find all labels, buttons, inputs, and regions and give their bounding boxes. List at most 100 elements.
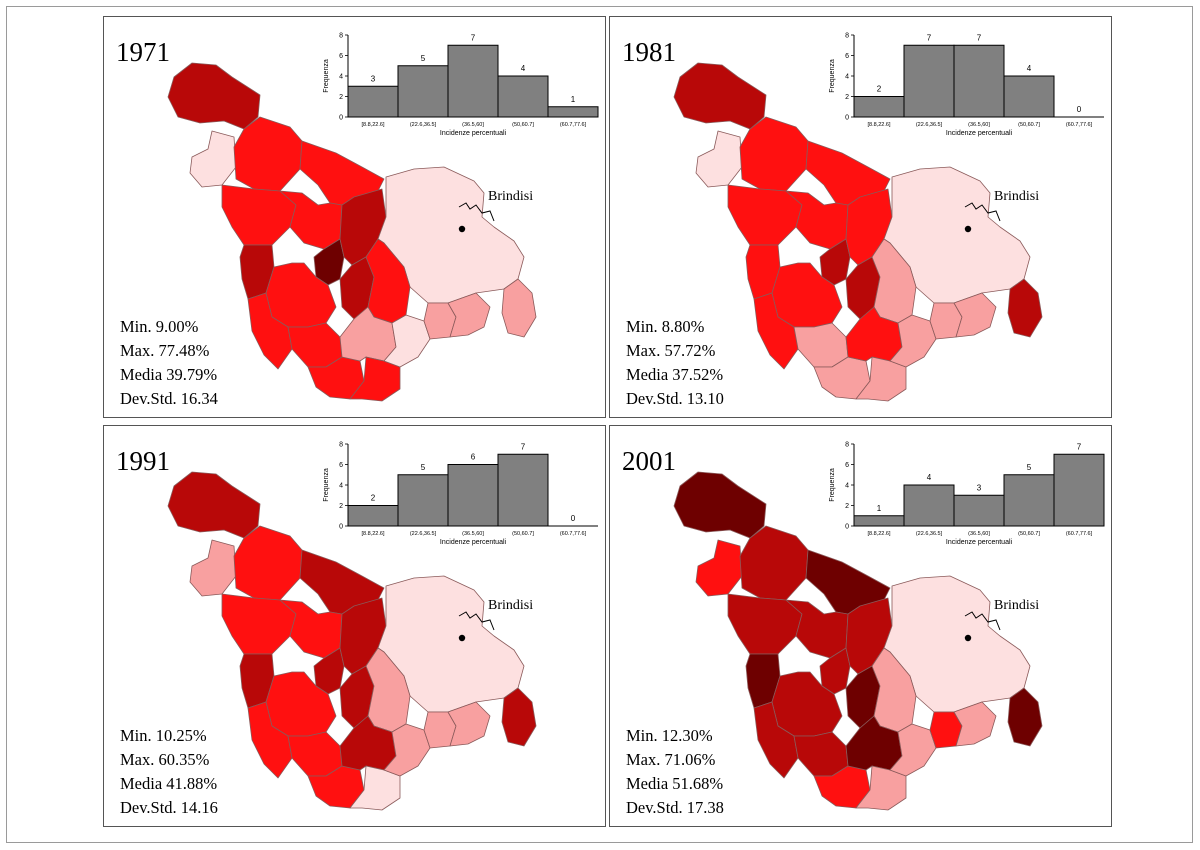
city-label: Brindisi xyxy=(994,598,1040,613)
coastline-detail xyxy=(964,611,1001,631)
histogram-bar xyxy=(903,484,955,527)
stat-mean: Media 51.68% xyxy=(626,774,724,793)
x-category-label: (50,60.7] xyxy=(1018,122,1040,128)
map-panel-1981: 1981 Brindisi Min. 8.80% Max. 57.72% Media 3… xyxy=(609,16,1112,418)
year-label: 2001 xyxy=(622,446,676,476)
y-tick-label: 2 xyxy=(339,94,343,101)
statistics-block: Min. 9.00% Max. 77.48% Media 39.79% Dev.Std… xyxy=(120,315,218,411)
stat-max: Max. 57.72% xyxy=(626,341,716,360)
city-label: Brindisi xyxy=(488,598,534,613)
x-category-label: (22.6,36.5] xyxy=(410,531,437,537)
municipality-region-21 xyxy=(447,292,491,338)
municipality-region-1 xyxy=(167,471,261,539)
stat-stddev: Dev.Std. 13.10 xyxy=(626,389,724,408)
statistics-block: Min. 12.30% Max. 71.06% Media 51.68% Dev.St… xyxy=(626,724,724,820)
y-tick-label: 0 xyxy=(845,115,849,122)
y-axis-label: Frequenza xyxy=(829,468,836,502)
municipality-region-22 xyxy=(501,278,537,338)
histogram-bar xyxy=(903,44,955,118)
x-category-label: (22.6,36.5] xyxy=(410,122,437,128)
city-marker xyxy=(458,634,466,642)
histogram-bar xyxy=(497,75,549,118)
x-category-label: (60.7,77.6] xyxy=(560,531,587,537)
x-category-label: (60.7,77.6] xyxy=(560,122,587,128)
bar-value-label: 0 xyxy=(571,514,576,523)
x-axis-label: Incidenze percentuali xyxy=(440,539,507,546)
bar-value-label: 5 xyxy=(421,54,426,63)
y-tick-label: 4 xyxy=(845,483,849,490)
municipality-region-5 xyxy=(727,593,803,655)
histogram-bar xyxy=(347,505,399,527)
stat-mean: Media 37.52% xyxy=(626,365,724,384)
map-panel-2001: 2001 Brindisi Min. 12.30% Max. 71.06% Media … xyxy=(609,425,1112,827)
y-tick-label: 6 xyxy=(339,462,343,469)
y-tick-label: 8 xyxy=(339,33,343,40)
figure-frame xyxy=(6,6,1193,843)
choropleth-map xyxy=(673,471,1043,811)
histogram-bar xyxy=(853,96,905,118)
y-axis-label: Frequenza xyxy=(323,468,330,502)
stat-mean: Media 39.79% xyxy=(120,365,218,384)
bar-value-label: 1 xyxy=(877,504,882,513)
x-category-label: [8.8,22.6] xyxy=(362,122,385,128)
frequency-histogram: 0 2 4 6 8 Frequenza 2 [8.8,22.6] 7 (22.6,36.5] 7 (3… xyxy=(829,33,1104,137)
stat-stddev: Dev.Std. 17.38 xyxy=(626,798,724,817)
x-category-label: (50,60.7] xyxy=(512,531,534,537)
x-axis-label: Incidenze percentuali xyxy=(946,539,1013,546)
histogram-bar xyxy=(547,106,599,118)
x-category-label: (50,60.7] xyxy=(1018,531,1040,537)
bar-value-label: 4 xyxy=(1027,64,1032,73)
x-category-label: [8.8,22.6] xyxy=(868,122,891,128)
x-category-label: (36.5,60] xyxy=(462,531,484,537)
x-category-label: (60.7,77.6] xyxy=(1066,531,1093,537)
y-tick-label: 6 xyxy=(845,462,849,469)
histogram-bar xyxy=(853,515,905,527)
stat-stddev: Dev.Std. 16.34 xyxy=(120,389,218,408)
bar-value-label: 4 xyxy=(521,64,526,73)
histogram-bar xyxy=(953,494,1005,527)
municipality-region-13 xyxy=(287,731,343,777)
x-category-label: (50,60.7] xyxy=(512,122,534,128)
y-tick-label: 2 xyxy=(845,94,849,101)
bar-value-label: 5 xyxy=(421,463,426,472)
histogram-bar xyxy=(447,44,499,118)
municipality-region-2 xyxy=(695,539,743,597)
y-tick-label: 8 xyxy=(339,442,343,449)
histogram-bar xyxy=(397,474,449,527)
bar-value-label: 2 xyxy=(877,85,882,94)
municipality-region-22 xyxy=(1007,687,1043,747)
bar-value-label: 4 xyxy=(927,473,932,482)
bar-value-label: 1 xyxy=(571,95,576,104)
y-tick-label: 4 xyxy=(845,74,849,81)
histogram-bar xyxy=(953,44,1005,118)
municipality-region-2 xyxy=(695,130,743,188)
bar-value-label: 7 xyxy=(1077,442,1082,451)
municipality-region-1 xyxy=(673,471,767,539)
x-axis-label: Incidenze percentuali xyxy=(946,130,1013,137)
stat-min: Min. 8.80% xyxy=(626,317,705,336)
y-tick-label: 6 xyxy=(339,53,343,60)
y-axis-label: Frequenza xyxy=(323,59,330,93)
coastline-detail xyxy=(458,202,495,222)
year-label: 1971 xyxy=(116,37,170,67)
municipality-region-13 xyxy=(287,322,343,368)
bar-value-label: 2 xyxy=(371,494,376,503)
y-tick-label: 0 xyxy=(339,115,343,122)
city-label: Brindisi xyxy=(994,189,1040,204)
map-panel-1991: 1991 Brindisi Min. 10.25% Max. 60.35% Media … xyxy=(103,425,606,827)
y-tick-label: 8 xyxy=(845,33,849,40)
y-tick-label: 4 xyxy=(339,483,343,490)
municipality-region-2 xyxy=(189,130,237,188)
histogram-bar xyxy=(447,464,499,527)
map-panel-1971: 1971 Brindisi Min. 9.00% Max. 77.48% Media 3… xyxy=(103,16,606,418)
x-category-label: (22.6,36.5] xyxy=(916,122,943,128)
city-marker xyxy=(458,225,466,233)
municipality-region-19 xyxy=(889,314,937,368)
bar-value-label: 7 xyxy=(471,33,476,42)
coastline-detail xyxy=(964,202,1001,222)
city-marker xyxy=(964,634,972,642)
x-category-label: (36.5,60] xyxy=(968,531,990,537)
bar-value-label: 7 xyxy=(977,33,982,42)
municipality-region-5 xyxy=(221,184,297,246)
municipality-region-2 xyxy=(189,539,237,597)
